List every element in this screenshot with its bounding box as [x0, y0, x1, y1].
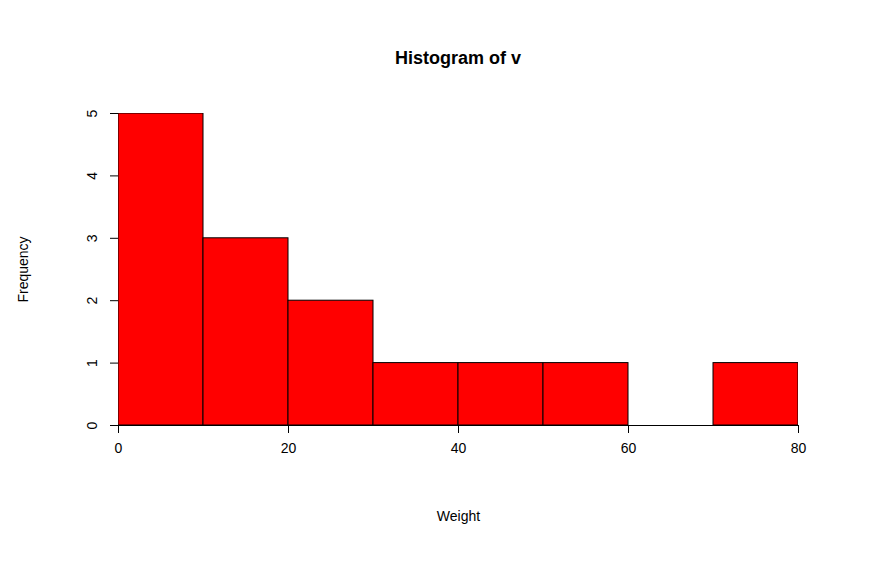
svg-text:5: 5 [84, 109, 100, 117]
svg-text:3: 3 [84, 234, 100, 242]
svg-text:40: 40 [451, 440, 467, 456]
html-text:Histogram of v: Histogram of v [395, 48, 521, 68]
svg-text:Weight: Weight [437, 508, 480, 524]
svg-text:80: 80 [791, 440, 807, 456]
svg-text:0: 0 [115, 440, 123, 456]
svg-text:4: 4 [84, 172, 100, 180]
svg-text:20: 20 [281, 440, 297, 456]
svg-text:0: 0 [84, 421, 100, 429]
svg-text:60: 60 [621, 440, 637, 456]
svg-text:Frequency: Frequency [15, 236, 31, 302]
svg-text:2: 2 [84, 297, 100, 305]
svg-text:1: 1 [84, 359, 100, 367]
